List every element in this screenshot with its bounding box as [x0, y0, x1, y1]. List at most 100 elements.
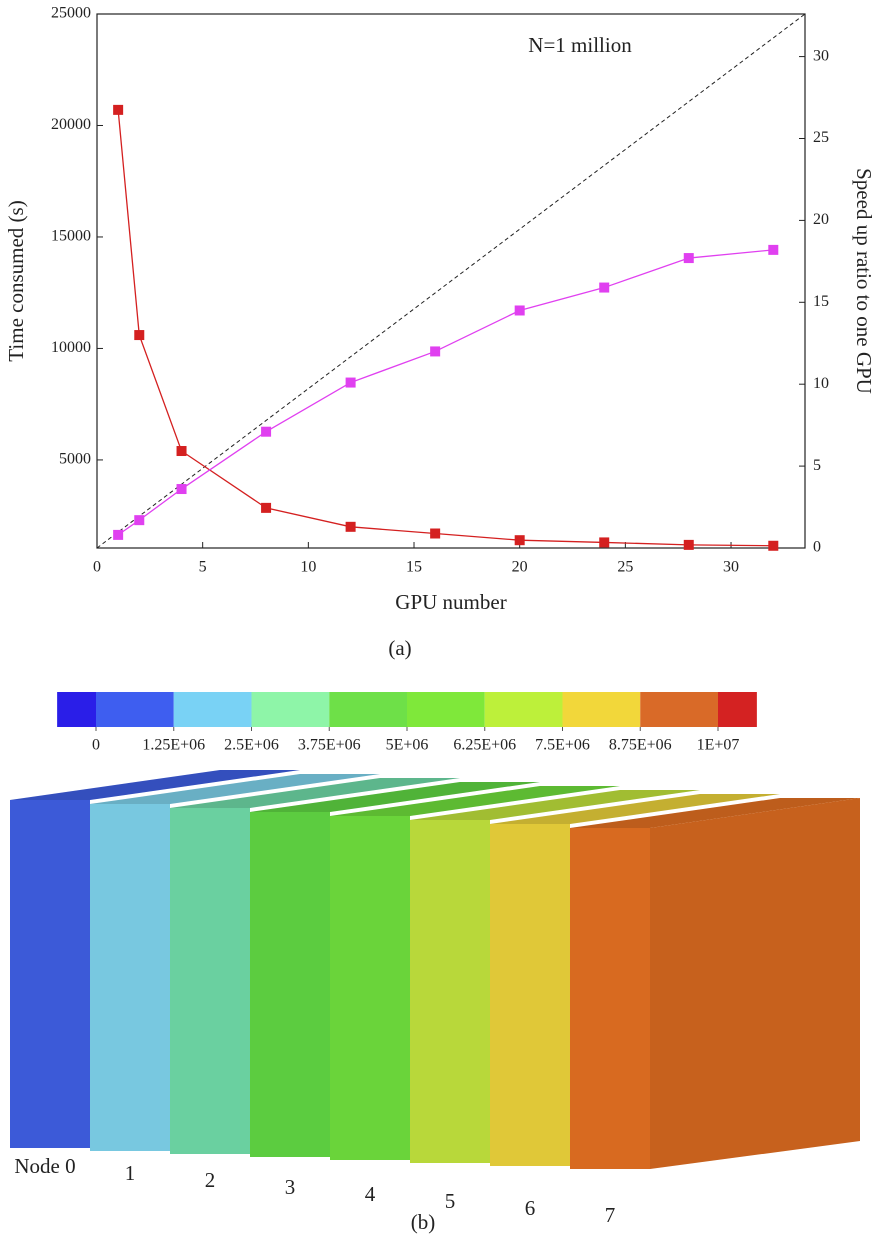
x-tick-label: 15 [406, 559, 422, 576]
marker [345, 377, 356, 388]
marker [514, 305, 525, 316]
x-tick-label: 10 [300, 559, 316, 576]
x-tick-label: 0 [93, 559, 101, 576]
slab-top [170, 778, 460, 808]
slab-top [570, 798, 860, 828]
marker [599, 282, 610, 293]
y2-tick-label: 20 [813, 211, 829, 228]
colorbar-label: 7.5E+06 [535, 737, 590, 754]
x-tick-label: 5 [199, 559, 207, 576]
y-tick-label: 20000 [51, 116, 91, 133]
node-label: 3 [285, 1175, 296, 1199]
node-label: 7 [605, 1203, 616, 1227]
colorbar-block [173, 692, 252, 727]
colorbar-label: 5E+06 [386, 737, 429, 754]
slab-top-shade [170, 778, 460, 808]
marker [768, 540, 779, 551]
node-label: 4 [365, 1182, 376, 1206]
slab-top-shade [570, 798, 860, 828]
slab-side-shade [650, 798, 860, 1169]
y-tick-label: 25000 [51, 5, 91, 22]
marker [176, 446, 187, 457]
marker [134, 515, 145, 526]
x-axis-title: GPU number [395, 590, 506, 614]
colorbar-block [484, 692, 563, 727]
slab-front [570, 828, 650, 1169]
slab-top [490, 794, 780, 824]
series-line [117, 249, 774, 536]
marker [176, 484, 187, 495]
marker [683, 253, 694, 264]
colorbar-label: 2.5E+06 [224, 737, 279, 754]
colorbar-block [96, 692, 174, 727]
colorbar-label: 6.25E+06 [453, 737, 516, 754]
node-label: 5 [445, 1189, 456, 1213]
series-line [117, 109, 774, 547]
slab-top-shade [10, 770, 300, 800]
colorbar-label: 3.75E+06 [298, 737, 361, 754]
colorbar-block [329, 692, 407, 727]
slab-front [410, 820, 490, 1163]
caption: (a) [388, 636, 411, 660]
slab-front [10, 800, 90, 1148]
y2-tick-label: 0 [813, 539, 821, 556]
slab-top [10, 770, 300, 800]
colorbar-block [407, 692, 485, 727]
slab-top-shade [330, 786, 620, 816]
caption: (b) [411, 1210, 436, 1234]
plot-frame [96, 13, 806, 549]
y2-tick-label: 15 [813, 293, 829, 310]
slab-top [250, 782, 540, 812]
y2-axis-title: Speed up ratio to one GPU [852, 168, 876, 394]
y-tick-label: 15000 [51, 228, 91, 245]
colorbar-label: 8.75E+06 [609, 737, 672, 754]
y-tick-label: 5000 [59, 451, 91, 468]
slab-top-shade [490, 794, 780, 824]
x-tick-label: 30 [723, 559, 739, 576]
marker [345, 521, 356, 532]
marker [113, 529, 124, 540]
ideal-line [96, 13, 806, 549]
x-tick-label: 20 [512, 559, 528, 576]
slab-side [650, 798, 860, 1169]
slab-front [250, 812, 330, 1157]
marker [768, 244, 779, 255]
slab-top-shade [250, 782, 540, 812]
marker [683, 539, 694, 550]
colorbar-label: 0 [92, 737, 100, 754]
colorbar-label: 1E+07 [697, 737, 740, 754]
x-tick-label: 25 [617, 559, 633, 576]
y2-tick-label: 25 [813, 129, 829, 146]
slab-front [90, 804, 170, 1151]
marker [134, 330, 145, 341]
marker [430, 528, 441, 539]
slab-top [90, 774, 380, 804]
colorbar-block [57, 692, 96, 727]
colorbar-label: 1.25E+06 [142, 737, 205, 754]
slab-top [330, 786, 620, 816]
node-label: 1 [125, 1161, 136, 1185]
marker [599, 537, 610, 548]
slab-front [170, 808, 250, 1154]
slab-top-shade [410, 790, 700, 820]
slab-top [410, 790, 700, 820]
colorbar-block [562, 692, 641, 727]
node-label: 6 [525, 1196, 536, 1220]
marker [514, 535, 525, 546]
colorbar-block [718, 692, 757, 727]
marker [113, 104, 124, 115]
marker [261, 502, 272, 513]
marker [430, 346, 441, 357]
y2-tick-label: 5 [813, 457, 821, 474]
marker [261, 426, 272, 437]
y2-tick-label: 30 [813, 47, 829, 64]
slab-front [490, 824, 570, 1166]
slab-top-shade [90, 774, 380, 804]
y-axis-title: Time consumed (s) [4, 200, 28, 361]
slab-front [330, 816, 410, 1160]
node-label: 2 [205, 1168, 216, 1192]
annotation: N=1 million [528, 33, 632, 57]
y-tick-label: 10000 [51, 339, 91, 356]
y2-tick-label: 10 [813, 375, 829, 392]
